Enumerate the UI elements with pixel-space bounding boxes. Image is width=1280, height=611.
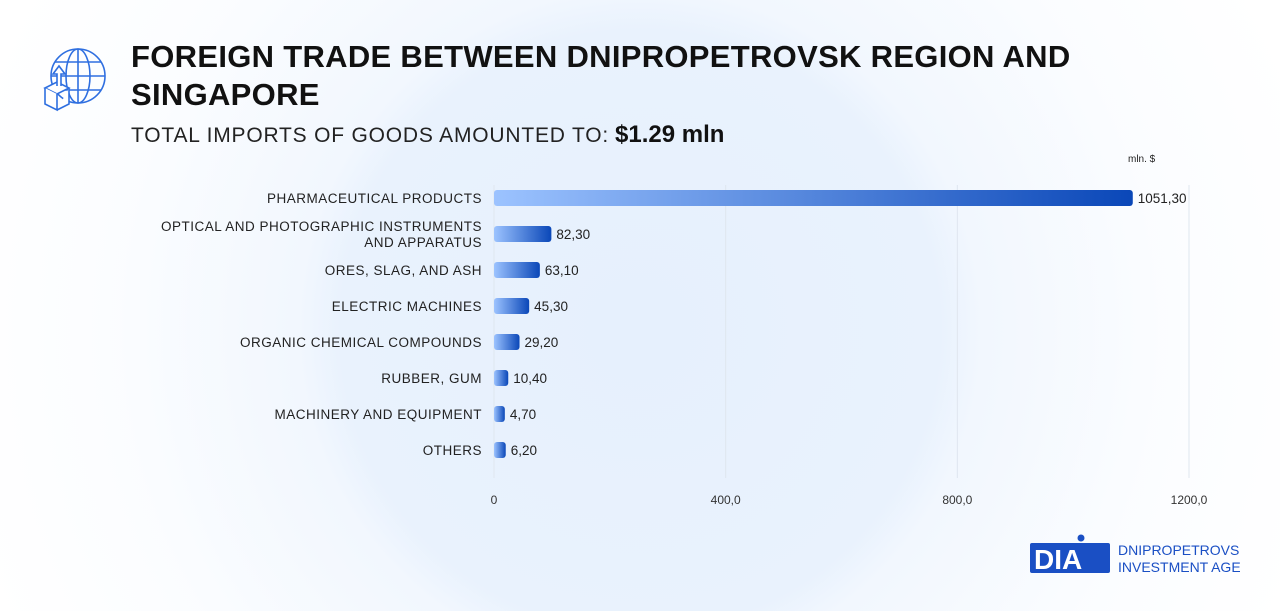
- bar: [494, 298, 530, 314]
- value-label: 6,20: [511, 443, 537, 458]
- svg-text:DIA: DIA: [1034, 544, 1082, 575]
- logo-line1: DNIPROPETROVSK: [1118, 542, 1240, 558]
- category-label: AND APPARATUS: [364, 235, 482, 250]
- bar: [494, 442, 506, 458]
- tick-label: 0: [491, 493, 498, 507]
- total-value: $1.29 mln: [615, 121, 725, 148]
- category-label: ELECTRIC MACHINES: [332, 299, 482, 314]
- category-label: ORGANIC CHEMICAL COMPOUNDS: [240, 335, 482, 350]
- logo-line2: INVESTMENT AGENCY: [1118, 559, 1240, 575]
- value-label: 63,10: [545, 263, 579, 278]
- category-label: RUBBER, GUM: [381, 371, 482, 386]
- category-label: OTHERS: [423, 443, 482, 458]
- subtitle-text: TOTAL IMPORTS OF GOODS AMOUNTED TO:: [131, 124, 610, 147]
- tick-label: 400,0: [711, 493, 741, 507]
- bar: [494, 226, 552, 242]
- globe-export-icon: [43, 48, 106, 112]
- subtitle: TOTAL IMPORTS OF GOODS AMOUNTED TO: $1.29…: [131, 121, 724, 149]
- dia-logo: DIA DNIPROPETROVSK INVESTMENT AGENCY: [1030, 534, 1240, 575]
- tick-label: 1200,0: [1171, 493, 1208, 507]
- value-label: 29,20: [525, 335, 559, 350]
- bar: [494, 190, 1133, 206]
- bar: [494, 370, 509, 386]
- unit-label: mln. $: [1128, 154, 1156, 165]
- category-label: ORES, SLAG, AND ASH: [325, 263, 482, 278]
- category-label: PHARMACEUTICAL PRODUCTS: [267, 191, 482, 206]
- value-label: 82,30: [556, 227, 590, 242]
- category-label: OPTICAL AND PHOTOGRAPHIC INSTRUMENTS: [161, 219, 482, 234]
- value-label: 4,70: [510, 407, 536, 422]
- page-title: FOREIGN TRADE BETWEEN DNIPROPETROVSK REG…: [131, 39, 1071, 112]
- tick-label: 800,0: [942, 493, 972, 507]
- bar: [494, 262, 540, 278]
- category-label: MACHINERY AND EQUIPMENT: [274, 407, 482, 422]
- value-label: 10,40: [513, 371, 547, 386]
- value-label: 45,30: [534, 299, 568, 314]
- value-label: 1051,30: [1138, 191, 1187, 206]
- bar: [494, 334, 520, 350]
- bar: [494, 406, 505, 422]
